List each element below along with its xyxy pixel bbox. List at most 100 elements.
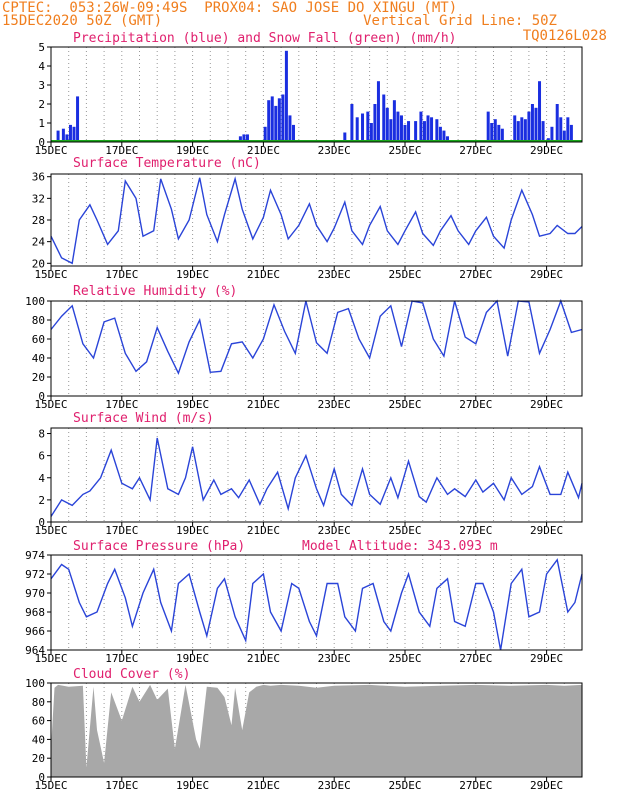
wind-frame: [50, 427, 583, 523]
precip-bar: [65, 134, 69, 142]
precip-bar: [361, 113, 365, 142]
x-tick-label: 21DEC: [247, 398, 280, 411]
x-tick-label: 17DEC: [105, 144, 138, 157]
pres-subtitle: Model Altitude: 343.093 m: [302, 539, 498, 554]
x-tick-label: 23DEC: [318, 652, 351, 665]
precip-bar: [68, 124, 72, 142]
x-tick-label: 21DEC: [247, 144, 280, 157]
cloud-frame: [50, 682, 583, 778]
precip-bar: [392, 100, 396, 142]
y-tick-label: 966: [25, 625, 45, 638]
y-tick-label: 36: [32, 171, 45, 184]
precip-bar: [72, 126, 76, 142]
temp-line: [50, 176, 583, 265]
x-tick-label: 15DEC: [34, 652, 67, 665]
rh-frame: [50, 300, 583, 397]
precip-bar: [500, 128, 504, 142]
y-tick-label: 24: [32, 236, 46, 249]
y-tick-label: 40: [32, 352, 45, 365]
y-tick-label: 5: [38, 41, 45, 54]
precip-bar: [422, 121, 426, 142]
precip-bar: [438, 126, 442, 142]
precip-frame: [50, 46, 583, 143]
precip-bar: [555, 104, 559, 142]
precip-bar: [435, 119, 439, 142]
x-tick-label: 23DEC: [318, 268, 351, 281]
precip-bar: [562, 130, 566, 142]
temp-frame: [50, 173, 583, 267]
y-tick-label: 4: [38, 472, 45, 485]
y-tick-label: 970: [25, 587, 45, 600]
x-tick-label: 23DEC: [318, 779, 351, 792]
y-tick-label: 80: [32, 314, 45, 327]
x-tick-label: 19DEC: [176, 398, 209, 411]
x-tick-label: 25DEC: [388, 268, 421, 281]
x-tick-label: 15DEC: [34, 524, 67, 537]
y-tick-label: 0: [38, 136, 45, 149]
precip-bar: [520, 117, 524, 142]
precip-bar: [414, 121, 418, 142]
precip-bar: [385, 107, 389, 142]
precip-bar: [263, 126, 267, 142]
precip-bar: [513, 115, 517, 142]
precip-bar: [527, 111, 531, 142]
x-tick-label: 25DEC: [388, 144, 421, 157]
pres-line: [50, 558, 583, 651]
x-tick-label: 29DEC: [530, 398, 563, 411]
y-tick-label: 968: [25, 606, 45, 619]
y-tick-label: 40: [32, 733, 45, 746]
x-tick-label: 25DEC: [388, 652, 421, 665]
cloud-area: [51, 684, 582, 777]
x-tick-label: 21DEC: [247, 652, 280, 665]
x-tick-label: 15DEC: [34, 268, 67, 281]
precip-bar: [569, 124, 573, 142]
precip-bar: [523, 119, 527, 142]
precip-bar: [486, 111, 490, 142]
precip-bar: [366, 111, 370, 142]
precip-bar: [343, 132, 347, 142]
precip-bar: [277, 98, 281, 142]
x-tick-label: 27DEC: [459, 398, 492, 411]
precip-bar: [430, 117, 434, 142]
precip-bar: [76, 96, 80, 142]
precip-bar: [407, 121, 411, 142]
x-tick-label: 21DEC: [247, 268, 280, 281]
precip-bar: [369, 123, 373, 142]
precip-bar: [550, 126, 554, 142]
x-tick-label: 29DEC: [530, 652, 563, 665]
temp-title: Surface Temperature (nC): [73, 156, 261, 171]
x-tick-label: 29DEC: [530, 779, 563, 792]
precip-bar: [373, 104, 377, 142]
precip-bar: [274, 105, 278, 142]
precip-bar: [538, 81, 542, 142]
x-tick-label: 19DEC: [176, 268, 209, 281]
precip-bar: [288, 115, 292, 142]
precip-bar: [541, 121, 545, 142]
precip-bar: [382, 94, 386, 142]
pres-frame: [50, 554, 583, 651]
precip-bar: [442, 130, 446, 142]
header-code: TQ0126L028: [522, 28, 607, 44]
y-tick-label: 0: [38, 516, 45, 529]
y-tick-label: 972: [25, 568, 45, 581]
precip-bar: [389, 119, 393, 142]
y-tick-label: 0: [38, 771, 45, 784]
y-tick-label: 100: [25, 677, 45, 690]
y-tick-label: 0: [38, 390, 45, 403]
x-tick-label: 27DEC: [459, 779, 492, 792]
y-tick-label: 60: [32, 333, 45, 346]
precip-bar: [284, 50, 288, 142]
precip-bar: [376, 81, 380, 142]
cloud-title: Cloud Cover (%): [73, 667, 190, 682]
precip-bar: [291, 124, 295, 142]
wind-line: [50, 437, 583, 517]
y-tick-label: 32: [32, 192, 45, 205]
y-tick-label: 60: [32, 715, 45, 728]
x-tick-label: 17DEC: [105, 398, 138, 411]
precip-bar: [426, 115, 430, 142]
y-tick-label: 2: [38, 494, 45, 507]
y-tick-label: 20: [32, 752, 45, 765]
y-tick-label: 80: [32, 696, 45, 709]
y-tick-label: 2: [38, 98, 45, 111]
